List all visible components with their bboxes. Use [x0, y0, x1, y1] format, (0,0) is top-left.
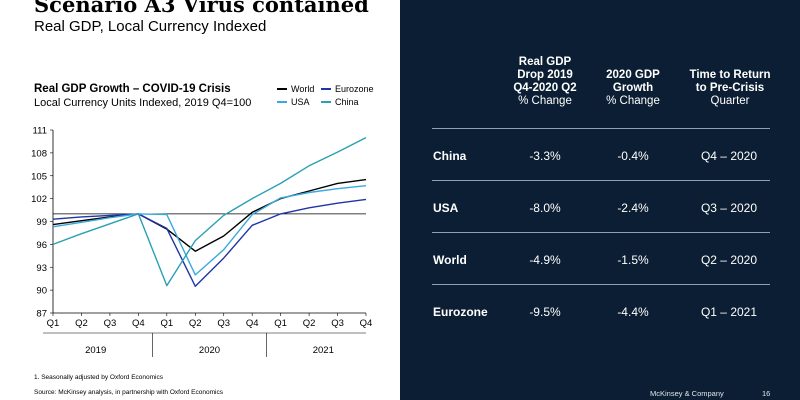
row-name: World [433, 253, 467, 267]
series-line-usa [52, 185, 367, 276]
y-tick-label: 96 [36, 240, 47, 251]
x-tick-label: Q2 [75, 318, 88, 329]
x-tick-label: Q4 [132, 318, 145, 329]
table-divider [432, 128, 770, 129]
series-lines [52, 136, 367, 288]
y-axis: 87 90 93 96 99 102 105 108 111 [31, 126, 54, 320]
legend-swatch-eurozone [321, 88, 331, 90]
header-gdp-drop-line1: Real GDP [518, 56, 572, 68]
row-return: Q4 – 2020 [700, 149, 758, 163]
series-line-eurozone [52, 198, 367, 288]
legend-item-china: China [321, 97, 359, 107]
row-return: Q1 – 2021 [700, 305, 758, 319]
row-drop: -3.3% [529, 149, 561, 163]
row-name: China [433, 149, 467, 163]
row-growth: -2.4% [617, 201, 649, 215]
chart-panel: Scenario A3 Virus contained Real GDP, Lo… [31, 0, 374, 396]
header-gdp-drop-line3: Q4-2020 Q2 [513, 82, 577, 94]
legend-item-world: World [277, 84, 314, 94]
header-gdp-drop-line2: Drop 2019 [517, 69, 573, 81]
legend-swatch-world [277, 88, 287, 90]
header-gdp-drop-unit: % Change [518, 95, 572, 107]
row-return: Q2 – 2020 [700, 253, 758, 267]
header-gdp-drop: Real GDP Drop 2019 Q4-2020 Q2 % Change [495, 56, 595, 108]
header-gdp-growth-line1: 2020 GDP [606, 69, 660, 81]
y-tick-label: 108 [31, 148, 47, 159]
y-tick-label: 102 [31, 194, 47, 205]
y-tick-label: 99 [36, 217, 47, 228]
y-tick-label: 105 [31, 171, 47, 182]
year-label: 2019 [85, 345, 106, 356]
summary-panel: Real GDP Drop 2019 Q4-2020 Q2 % Change 2… [400, 0, 800, 400]
x-tick-label: Q3 [104, 318, 117, 329]
header-gdp-growth-unit: % Change [606, 95, 660, 107]
x-tick-label: Q2 [189, 318, 202, 329]
legend-label-world: World [291, 84, 315, 94]
series-line-world [52, 178, 367, 252]
legend-item-eurozone: Eurozone [321, 84, 374, 94]
chart-subtitle: Local Currency Units Indexed, 2019 Q4=10… [34, 97, 252, 109]
table-divider [432, 180, 770, 181]
table-divider [432, 232, 770, 233]
year-label: 2021 [313, 345, 334, 356]
legend-item-usa: USA [277, 97, 310, 107]
y-tick-label: 93 [36, 263, 47, 274]
footnote: 1. Seasonally adjusted by Oxford Economi… [34, 374, 163, 381]
row-name: USA [433, 201, 459, 215]
y-tick-label: 87 [36, 309, 47, 320]
x-tick-label: Q3 [331, 318, 344, 329]
legend-swatch-usa [277, 101, 287, 103]
legend-label-usa: USA [291, 97, 310, 107]
x-tick-label: Q1 [160, 318, 173, 329]
header-return-time: Time to Return to Pre-Crisis Quarter [680, 69, 780, 108]
row-return: Q3 – 2020 [700, 201, 758, 215]
header-gdp-growth: 2020 GDP Growth % Change [588, 69, 678, 108]
row-growth: -0.4% [617, 149, 649, 163]
header-gdp-growth-line2: Growth [612, 82, 654, 94]
x-tick-label: Q1 [47, 318, 60, 329]
source-note: Source: McKinsey analysis, in partnershi… [34, 389, 223, 396]
slide-subtitle: Real GDP, Local Currency Indexed [34, 18, 267, 35]
footer-company: McKinsey & Company [650, 389, 724, 398]
year-label: 2020 [199, 345, 220, 356]
slide-title: Scenario A3 Virus contained [34, 0, 369, 17]
header-return-time-unit: Quarter [710, 95, 750, 107]
y-tick-label: 90 [36, 286, 47, 297]
row-name: Eurozone [433, 305, 488, 319]
row-growth: -1.5% [617, 253, 649, 267]
footer-page-number: 16 [762, 389, 771, 398]
row-drop: -8.0% [529, 201, 561, 215]
row-drop: -9.5% [529, 305, 561, 319]
x-tick-label: Q2 [303, 318, 316, 329]
y-tick-label: 111 [33, 126, 47, 137]
legend-label-eurozone: Eurozone [335, 84, 374, 94]
legend-label-china: China [335, 97, 359, 107]
series-line-china [52, 136, 367, 287]
header-return-time-line2: to Pre-Crisis [695, 82, 765, 94]
row-growth: -4.4% [617, 305, 649, 319]
x-tick-label: Q4 [360, 318, 373, 329]
x-tick-label: Q1 [274, 318, 287, 329]
legend-swatch-china [321, 101, 331, 103]
header-return-time-line1: Time to Return [689, 69, 771, 81]
x-tick-label: Q3 [217, 318, 230, 329]
table-divider [432, 284, 770, 285]
x-tick-label: Q4 [246, 318, 259, 329]
chart-title: Real GDP Growth – COVID-19 Crisis [34, 83, 231, 95]
row-drop: -4.9% [529, 253, 561, 267]
x-axis: Q1 Q2 Q3 Q4 Q1 Q2 Q3 Q4 Q1 Q2 Q3 Q4 2019 2020 2021 [43, 312, 373, 357]
